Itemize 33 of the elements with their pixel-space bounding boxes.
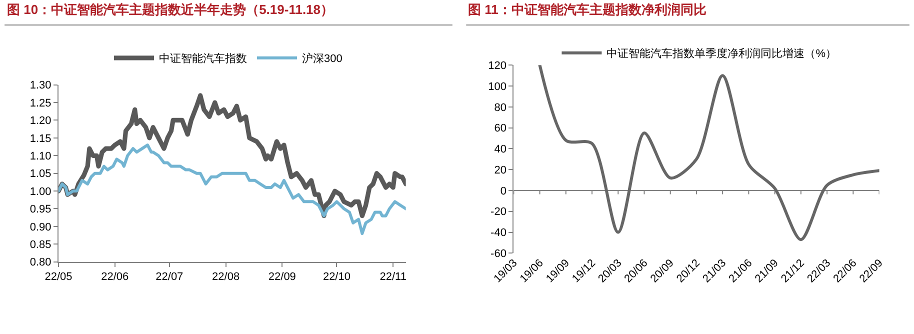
legend-label: 中证智能汽车指数单季度净利润同比增速（%） <box>606 47 836 60</box>
x-tick-label: 22/07 <box>156 271 184 284</box>
y-tick-label: -40 <box>490 227 506 240</box>
y-tick-label: 0.90 <box>30 221 52 234</box>
y-tick-label: 20 <box>494 164 506 176</box>
y-tick-label: 1.00 <box>30 186 52 198</box>
y-tick-label: 1.15 <box>30 132 52 145</box>
y-tick-label: 80 <box>494 102 506 114</box>
y-tick-label: 0.85 <box>30 239 52 252</box>
y-tick-label: 120 <box>488 60 506 72</box>
y-tick-label: 100 <box>488 80 506 93</box>
x-tick-label: 22/09 <box>268 271 296 284</box>
y-tick-label: 60 <box>494 122 506 135</box>
chart-title: 图 11：中证智能汽车主题指数净利润同比 <box>468 2 706 17</box>
legend-label: 中证智能汽车指数 <box>159 52 247 66</box>
legend-label: 沪深300 <box>302 52 342 66</box>
x-tick-label: 22/08 <box>212 271 240 284</box>
y-tick-label: 1.20 <box>30 115 52 128</box>
y-tick-label: 1.25 <box>30 97 52 110</box>
x-tick-label: 22/05 <box>44 271 72 284</box>
x-tick-label: 22/06 <box>101 271 129 284</box>
y-tick-label: 0 <box>500 185 506 198</box>
y-tick-label: 1.10 <box>30 150 52 162</box>
chart-title: 图 10：中证智能汽车主题指数近半年走势（5.19-11.18） <box>7 2 334 17</box>
x-tick-label: 22/11 <box>380 271 406 284</box>
y-tick-label: -20 <box>490 206 506 218</box>
y-tick-label: 1.05 <box>30 168 52 180</box>
y-tick-label: -60 <box>490 248 506 260</box>
y-tick-label: 0.80 <box>30 256 52 269</box>
x-tick-label: 22/10 <box>322 271 350 284</box>
y-tick-label: 1.30 <box>30 80 52 92</box>
y-tick-label: 40 <box>494 144 506 156</box>
y-tick-label: 0.95 <box>30 204 52 216</box>
